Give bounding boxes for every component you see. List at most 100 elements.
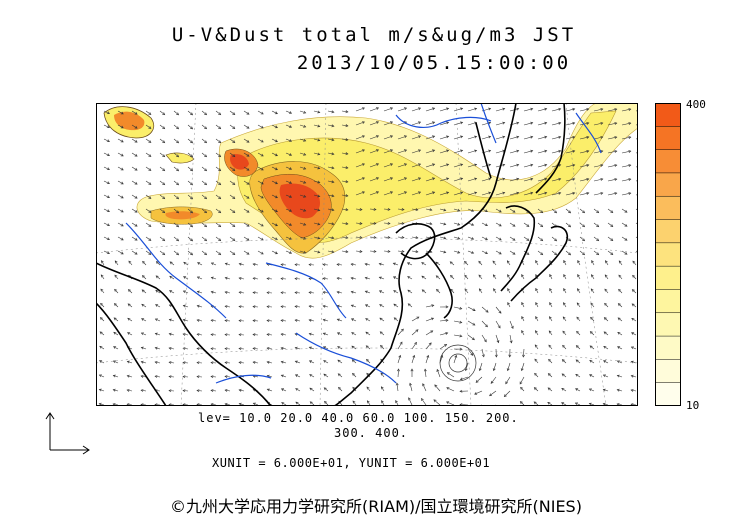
wind-arrow-head <box>331 110 335 114</box>
wind-arrow <box>604 317 609 322</box>
wind-arrow-head <box>345 110 349 114</box>
wind-arrow-head <box>98 374 102 378</box>
wind-arrow <box>113 375 119 378</box>
wind-arrow-head <box>526 238 530 241</box>
wind-arrow-head <box>224 361 228 365</box>
wind-arrow <box>285 138 292 142</box>
wind-arrow-head <box>331 194 335 198</box>
wind-arrow <box>565 150 575 154</box>
wind-arrow <box>575 402 581 406</box>
wind-arrow <box>142 275 147 280</box>
wind-arrow <box>252 292 259 294</box>
wind-arrow <box>621 250 628 255</box>
wind-arrow-head <box>246 111 250 115</box>
wind-arrow <box>467 250 474 254</box>
wind-arrow-head <box>345 208 349 212</box>
wind-arrow-head <box>572 149 576 153</box>
wind-arrow <box>561 388 567 392</box>
wind-arrow-head <box>558 107 562 111</box>
wind-arrow-head <box>336 277 340 280</box>
wind-arrow-head <box>389 149 394 153</box>
wind-arrow <box>453 334 462 337</box>
wind-arrow <box>467 122 477 126</box>
wind-arrow <box>411 121 421 126</box>
wind-arrow <box>591 260 595 266</box>
wind-arrow <box>411 236 418 239</box>
wind-arrow-head <box>554 210 558 214</box>
wind-arrow-head <box>352 372 355 376</box>
wind-arrow-head <box>464 368 468 372</box>
wind-arrow-head <box>530 135 534 139</box>
wind-arrow <box>99 360 105 364</box>
wind-arrow-head <box>401 207 405 211</box>
wind-arrow-head <box>331 138 335 142</box>
wind-arrow-head <box>614 164 618 167</box>
wind-arrow <box>299 138 306 142</box>
wind-arrow <box>271 138 278 142</box>
wind-arrow <box>453 150 463 154</box>
wind-arrow-head <box>428 342 432 346</box>
wind-arrow <box>504 390 511 397</box>
wind-arrow <box>395 400 399 406</box>
wind-arrow-head <box>530 191 534 195</box>
wind-arrow <box>535 260 539 266</box>
wind-arrow <box>365 331 371 336</box>
wind-arrow <box>215 194 221 199</box>
wind-arrow-head <box>630 346 634 350</box>
wind-arrow <box>271 222 278 226</box>
wind-arrow-head <box>548 358 552 362</box>
wind-arrow <box>337 346 343 350</box>
wind-arrow-head <box>331 166 335 170</box>
wind-arrow-head <box>274 153 278 157</box>
wind-arrow-head <box>120 153 124 157</box>
wind-arrow <box>131 236 138 241</box>
wind-arrow <box>453 178 463 182</box>
wind-arrow-head <box>140 332 144 336</box>
wind-arrow-head <box>218 210 222 214</box>
wind-arrow-head <box>464 274 468 278</box>
wind-arrow <box>617 360 623 364</box>
wind-arrow-head <box>408 397 411 401</box>
wind-arrow-head <box>586 108 590 111</box>
wind-arrow <box>113 317 119 322</box>
wind-arrow-head <box>459 320 463 324</box>
wind-arrow <box>562 345 567 350</box>
wind-arrow <box>313 166 320 169</box>
wind-arrow <box>229 180 235 185</box>
wind-arrow-head <box>280 319 284 323</box>
wind-arrow-head <box>224 305 228 308</box>
wind-arrow <box>383 177 393 182</box>
wind-arrow <box>295 347 301 350</box>
wind-arrow <box>383 135 393 140</box>
wind-arrow <box>631 389 637 392</box>
wind-arrow <box>210 376 217 378</box>
wind-arrow <box>169 275 175 280</box>
wind-arrow <box>351 345 357 350</box>
wind-arrow-head <box>576 330 580 334</box>
wind-arrow <box>467 334 475 341</box>
wind-arrow <box>252 334 259 336</box>
wind-arrow <box>183 319 189 322</box>
wind-arrow-head <box>140 389 144 392</box>
wind-arrow-head <box>572 135 576 139</box>
wind-arrow <box>421 262 427 266</box>
wind-arrow <box>215 110 221 115</box>
wind-arrow <box>113 346 119 350</box>
wind-arrow-head <box>406 262 411 266</box>
wind-arrow-head <box>196 333 200 336</box>
wind-arrow <box>579 108 589 112</box>
wind-arrow-head <box>563 274 566 278</box>
wind-arrow <box>537 136 547 140</box>
wind-arrow-head <box>561 402 565 405</box>
wind-arrow-head <box>210 319 214 322</box>
wind-arrow-head <box>396 368 400 372</box>
wind-arrow-head <box>540 238 544 242</box>
wind-arrow-head <box>403 107 408 111</box>
wind-arrow <box>603 389 609 392</box>
wind-arrow-head <box>361 135 365 138</box>
wind-arrow-head <box>586 136 590 139</box>
colorbar-cell <box>655 242 681 267</box>
wind-arrow <box>183 305 189 308</box>
wind-arrow-head <box>563 259 566 263</box>
wind-arrow-head <box>380 372 384 376</box>
